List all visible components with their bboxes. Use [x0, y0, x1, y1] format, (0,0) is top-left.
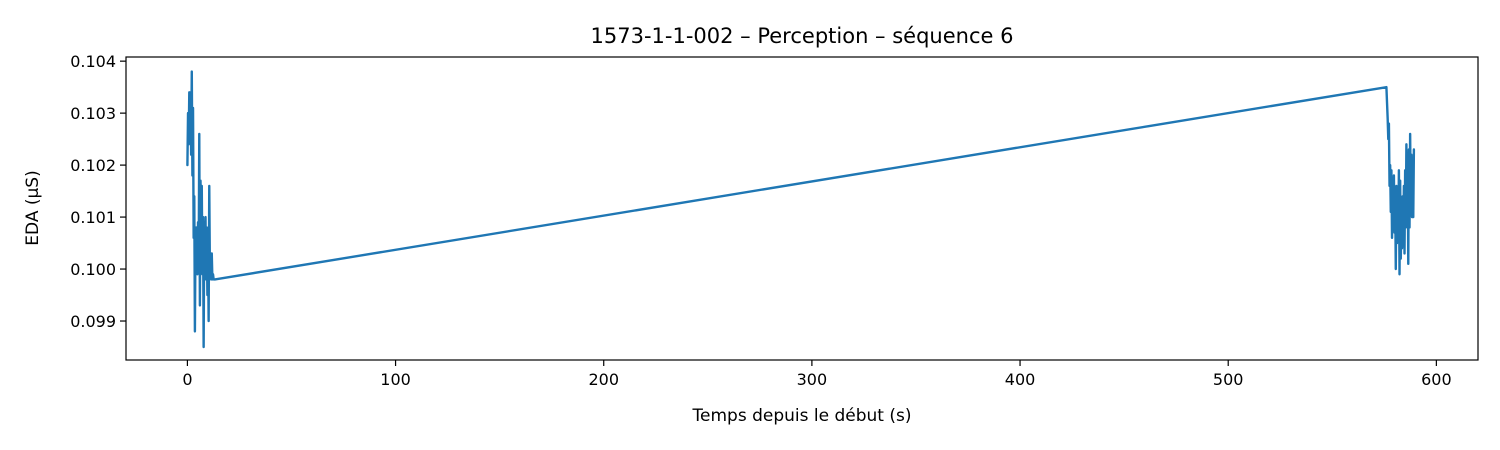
y-tick-label: 0.103: [70, 104, 116, 123]
y-tick-label: 0.102: [70, 156, 116, 175]
chart-title: 1573-1-1-002 – Perception – séquence 6: [591, 24, 1014, 48]
x-tick-label: 300: [797, 370, 828, 389]
x-tick-label: 200: [588, 370, 619, 389]
y-tick-label: 0.101: [70, 208, 116, 227]
x-tick-label: 100: [380, 370, 411, 389]
x-tick-label: 400: [1005, 370, 1036, 389]
y-tick-label: 0.104: [70, 52, 116, 71]
y-axis-label: EDA (µS): [23, 170, 43, 245]
axes-frame: [125, 56, 1479, 361]
y-tick-label: 0.100: [70, 260, 116, 279]
y-axis: 0.099 0.100 0.101 0.102 0.103 0.104: [70, 52, 126, 331]
x-axis-label: Temps depuis le début (s): [692, 406, 912, 426]
x-tick-label: 500: [1213, 370, 1244, 389]
y-tick-label: 0.099: [70, 312, 116, 331]
x-tick-label: 0: [182, 370, 192, 389]
x-tick-label: 600: [1421, 370, 1452, 389]
x-axis: 0 100 200 300 400 500 600: [182, 360, 1452, 389]
plot-area: [186, 70, 1416, 349]
series-line-0: [186, 70, 1416, 349]
